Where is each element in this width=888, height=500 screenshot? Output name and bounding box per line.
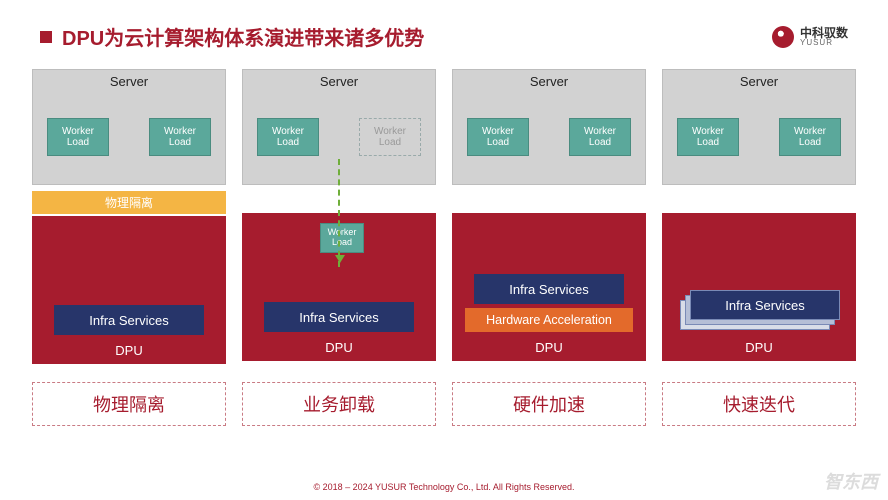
server-label: Server	[251, 74, 427, 89]
column-iso: ServerWorkerLoadWorkerLoad物理隔离Infra Serv…	[32, 69, 226, 364]
worker-load-in-dpu: WorkerLoad	[320, 223, 364, 253]
logo-text-en: YUSUR	[800, 39, 848, 47]
dpu-box: Infra Services Hardware Acceleration DPU	[452, 213, 646, 361]
dpu-label: DPU	[115, 343, 142, 358]
worker-load: WorkerLoad	[257, 118, 319, 156]
caption-3: 快速迭代	[662, 382, 856, 426]
dpu-label: DPU	[325, 340, 352, 355]
title-bullet	[40, 31, 52, 43]
physical-isolation-bar: 物理隔离	[32, 191, 226, 214]
caption-2: 硬件加速	[452, 382, 646, 426]
logo-mark-icon	[772, 26, 794, 48]
server-box: Server WorkerLoad WorkerLoad	[32, 69, 226, 185]
column-hwacc: Server WorkerLoad WorkerLoad Infra Services…	[452, 69, 646, 364]
worker-load: WorkerLoad	[677, 118, 739, 156]
worker-load: WorkerLoad	[467, 118, 529, 156]
worker-load-ghost: WorkerLoad	[359, 118, 421, 156]
server-label: Server	[41, 74, 217, 89]
infra-services-block: Infra Services	[690, 290, 840, 320]
infra-services-block: Infra Services	[54, 305, 204, 335]
server-label: Server	[671, 74, 847, 89]
dpu-box: Infra Services DPU	[32, 216, 226, 364]
page-title: DPU为云计算架构体系演进带来诸多优势	[62, 22, 424, 51]
column-offload: Server WorkerLoad WorkerLoad WorkerLoad Infr…	[242, 69, 436, 364]
brand-logo: 中科驭数 YUSUR	[772, 26, 848, 48]
dpu-box: Infra Services DPU	[662, 213, 856, 361]
logo-text-cn: 中科驭数	[800, 27, 848, 39]
infra-services-stack: Infra Services	[680, 290, 838, 334]
worker-load: WorkerLoad	[149, 118, 211, 156]
copyright-footer: © 2018 – 2024 YUSUR Technology Co., Ltd.…	[0, 482, 888, 492]
infra-services-block: Infra Services	[474, 274, 624, 304]
offload-arrow-icon	[338, 159, 340, 267]
server-label: Server	[461, 74, 637, 89]
worker-load: WorkerLoad	[779, 118, 841, 156]
infra-services-block: Infra Services	[264, 302, 414, 332]
column-iter: Server WorkerLoad WorkerLoad Infra Services…	[662, 69, 856, 364]
caption-1: 业务卸载	[242, 382, 436, 426]
server-box: Server WorkerLoad WorkerLoad	[452, 69, 646, 185]
server-box: Server WorkerLoad WorkerLoad	[662, 69, 856, 185]
worker-load: WorkerLoad	[47, 118, 109, 156]
hardware-acceleration-block: Hardware Acceleration	[465, 308, 633, 332]
caption-0: 物理隔离	[32, 382, 226, 426]
worker-load: WorkerLoad	[569, 118, 631, 156]
dpu-label: DPU	[535, 340, 562, 355]
dpu-label: DPU	[745, 340, 772, 355]
